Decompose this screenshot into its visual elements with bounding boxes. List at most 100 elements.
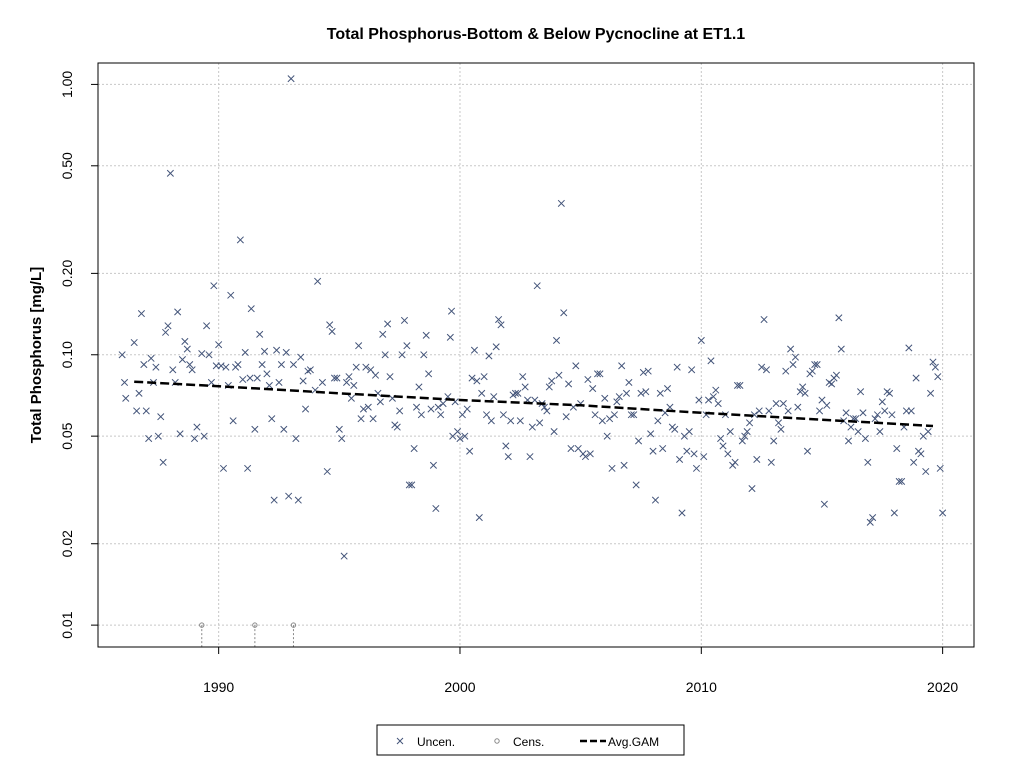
data-point-uncensored <box>487 417 495 425</box>
data-point-uncensored <box>514 389 522 397</box>
legend-box <box>376 724 685 756</box>
data-point-censored <box>199 622 205 628</box>
data-point-uncensored <box>299 377 307 385</box>
data-point-uncensored <box>758 363 766 371</box>
data-point-uncensored <box>289 361 298 369</box>
data-point-uncensored <box>712 386 720 394</box>
data-point-uncensored <box>685 427 693 436</box>
data-point-uncensored <box>244 464 252 472</box>
data-point-uncensored <box>461 432 469 440</box>
data-point-uncensored <box>649 447 657 455</box>
data-point-uncensored <box>478 389 486 397</box>
data-point-uncensored <box>717 434 725 443</box>
data-point-uncensored <box>642 388 650 396</box>
data-point-uncensored <box>893 444 901 453</box>
data-point-uncensored <box>632 481 640 489</box>
data-point-uncensored <box>709 393 717 401</box>
data-point-uncensored <box>610 411 618 419</box>
data-point-uncensored <box>787 345 795 353</box>
data-point-uncensored <box>297 353 305 361</box>
data-point-uncensored <box>536 419 544 427</box>
data-point-uncensored <box>550 427 558 436</box>
data-point-uncensored <box>381 351 389 359</box>
data-point-uncensored <box>755 407 763 415</box>
data-point-uncensored <box>287 75 295 83</box>
data-point-uncensored <box>533 282 541 290</box>
data-point-uncensored <box>482 411 491 419</box>
data-point-uncensored <box>379 330 387 338</box>
data-point-uncensored <box>673 363 681 371</box>
data-point-uncensored <box>239 375 247 384</box>
data-point-uncensored <box>429 461 437 469</box>
data-point-uncensored <box>265 381 273 390</box>
data-point-uncensored <box>207 378 215 386</box>
data-point-uncensored <box>437 411 445 419</box>
data-point-uncensored <box>273 346 281 354</box>
data-point-uncensored <box>929 358 937 366</box>
data-point-uncensored <box>803 447 812 455</box>
data-point-uncensored <box>789 361 797 369</box>
data-point-uncensored <box>704 396 713 404</box>
data-point-uncensored <box>492 343 500 351</box>
data-point-uncensored <box>511 389 520 397</box>
data-point-uncensored <box>820 500 828 508</box>
data-point-uncensored <box>219 464 228 472</box>
data-point-uncensored <box>714 399 722 408</box>
x-tick-label: 1990 <box>203 679 234 695</box>
data-point-uncensored <box>905 344 913 352</box>
data-point-uncensored <box>560 309 568 317</box>
data-point-uncensored <box>854 427 862 436</box>
data-point-uncensored <box>118 351 126 359</box>
x-axis: 1990 2000 2010 2020 <box>203 647 958 695</box>
data-point-uncensored <box>697 336 705 344</box>
data-point-uncensored <box>468 374 476 382</box>
data-point-uncensored <box>222 363 230 371</box>
data-point-uncensored <box>246 374 254 382</box>
y-axis-label: Total Phosphorus [mg/L] <box>28 267 45 443</box>
data-point-uncensored <box>466 447 474 455</box>
data-point-uncensored <box>314 277 322 285</box>
data-point-uncensored <box>193 423 201 431</box>
data-point-uncensored <box>347 394 355 402</box>
gam-line <box>134 380 934 428</box>
data-point-uncensored <box>799 383 807 391</box>
data-point-uncensored <box>567 444 575 453</box>
data-point-uncensored <box>340 552 348 560</box>
data-point-uncensored <box>743 427 751 436</box>
data-point-uncensored <box>659 444 667 453</box>
data-point-uncensored <box>692 464 701 472</box>
data-point-censored <box>252 622 258 628</box>
data-point-uncensored <box>613 398 621 406</box>
data-point-uncensored <box>888 411 896 419</box>
data-point-uncensored <box>922 467 930 476</box>
data-point-uncensored <box>521 383 529 391</box>
data-point-uncensored <box>412 403 421 411</box>
data-point-uncensored <box>504 453 512 461</box>
data-point-uncensored <box>762 366 771 374</box>
data-point-uncensored <box>651 496 660 504</box>
data-point-uncensored <box>318 378 326 386</box>
data-point-uncensored <box>823 401 831 409</box>
data-point-uncensored <box>328 327 336 335</box>
data-point-uncensored <box>410 444 418 453</box>
data-point-uncensored <box>748 484 756 493</box>
data-point-uncensored <box>355 342 363 350</box>
data-point-uncensored <box>369 415 377 423</box>
data-point-uncensored <box>683 447 691 455</box>
data-point-uncensored <box>871 415 879 423</box>
data-point-uncensored <box>811 361 819 369</box>
data-point-uncensored <box>873 411 882 419</box>
data-point-uncensored <box>408 481 416 489</box>
data-point-uncensored <box>741 432 749 440</box>
data-point-uncensored <box>169 366 177 374</box>
data-point-uncensored <box>285 492 293 500</box>
data-point-uncensored <box>210 282 218 290</box>
data-point-uncensored <box>326 321 334 329</box>
data-point-uncensored <box>268 415 276 423</box>
data-point-uncensored <box>738 437 746 445</box>
data-point-uncensored <box>350 381 358 390</box>
data-point-uncensored <box>357 415 365 423</box>
data-point-uncensored <box>251 425 259 433</box>
